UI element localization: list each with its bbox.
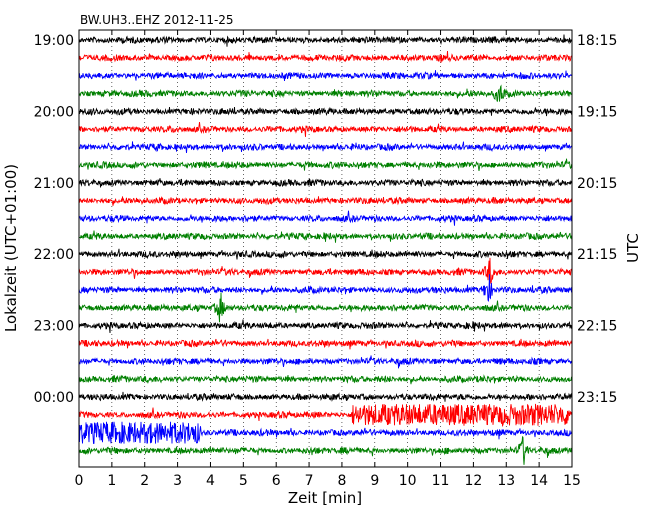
x-tick-label-1: 1 — [107, 473, 116, 489]
trace-13 — [78, 257, 573, 284]
left-axis-ticks: 19:00 20:00 21:00 22:00 23:00 00:00 — [34, 33, 84, 406]
trace-22 — [78, 421, 573, 445]
x-tick-label-15: 15 — [563, 473, 581, 489]
trace-18 — [78, 355, 573, 369]
trace-1 — [78, 50, 573, 63]
left-tick-label-8: 21:00 — [34, 176, 74, 192]
trace-6 — [78, 141, 573, 153]
x-axis-label: Zeit [min] — [288, 489, 362, 507]
trace-4 — [78, 106, 573, 117]
trace-16 — [78, 319, 573, 334]
left-tick-label-12: 22:00 — [34, 247, 74, 263]
x-tick-label-11: 11 — [432, 473, 450, 489]
trace-8 — [78, 178, 573, 188]
trace-0 — [78, 34, 573, 47]
trace-14 — [78, 274, 573, 302]
trace-15 — [78, 292, 573, 323]
x-tick-label-9: 9 — [370, 473, 379, 489]
trace-9 — [78, 195, 573, 206]
x-tick-label-14: 14 — [530, 473, 548, 489]
chart-title: BW.UH3..EHZ 2012-11-25 — [80, 13, 234, 27]
trace-23 — [78, 436, 573, 465]
left-tick-label-0: 19:00 — [34, 33, 74, 49]
x-tick-label-0: 0 — [75, 473, 84, 489]
left-tick-label-16: 23:00 — [34, 319, 74, 335]
x-axis-ticks: 0 1 2 3 4 5 6 7 8 9 10 11 12 13 14 15 — [75, 30, 581, 489]
trace-10 — [78, 210, 573, 226]
x-tick-label-7: 7 — [305, 473, 314, 489]
trace-2 — [78, 70, 573, 82]
right-tick-label-4: 19:15 — [577, 104, 617, 120]
right-tick-label-8: 20:15 — [577, 176, 617, 192]
trace-17 — [78, 338, 573, 350]
x-tick-label-6: 6 — [272, 473, 281, 489]
x-tick-label-12: 12 — [464, 473, 482, 489]
right-tick-label-16: 22:15 — [577, 319, 617, 335]
plot-border — [78, 29, 573, 468]
trace-3 — [78, 84, 573, 102]
x-tick-label-13: 13 — [497, 473, 515, 489]
x-tick-label-10: 10 — [399, 473, 417, 489]
seismogram-traces — [78, 34, 573, 465]
right-tick-label-20: 23:15 — [577, 390, 617, 406]
trace-20 — [78, 391, 573, 402]
trace-7 — [78, 158, 573, 171]
trace-5 — [78, 122, 573, 137]
x-tick-label-2: 2 — [140, 473, 149, 489]
x-tick-label-4: 4 — [206, 473, 215, 489]
left-tick-label-20: 00:00 — [34, 390, 74, 406]
plot-area — [79, 30, 572, 467]
trace-19 — [78, 374, 573, 385]
x-tick-label-3: 3 — [173, 473, 182, 489]
left-tick-label-4: 20:00 — [34, 104, 74, 120]
right-tick-label-0: 18:15 — [577, 33, 617, 49]
right-tick-label-12: 21:15 — [577, 247, 617, 263]
x-tick-label-5: 5 — [239, 473, 248, 489]
x-tick-label-8: 8 — [337, 473, 346, 489]
trace-12 — [78, 248, 573, 260]
trace-11 — [79, 230, 573, 243]
trace-21 — [78, 403, 573, 428]
right-axis-ticks: 18:15 19:15 20:15 21:15 22:15 23:15 — [567, 33, 617, 406]
left-axis-label: Lokalzeit (UTC+01:00) — [2, 164, 20, 332]
right-axis-label: UTC — [624, 233, 642, 263]
